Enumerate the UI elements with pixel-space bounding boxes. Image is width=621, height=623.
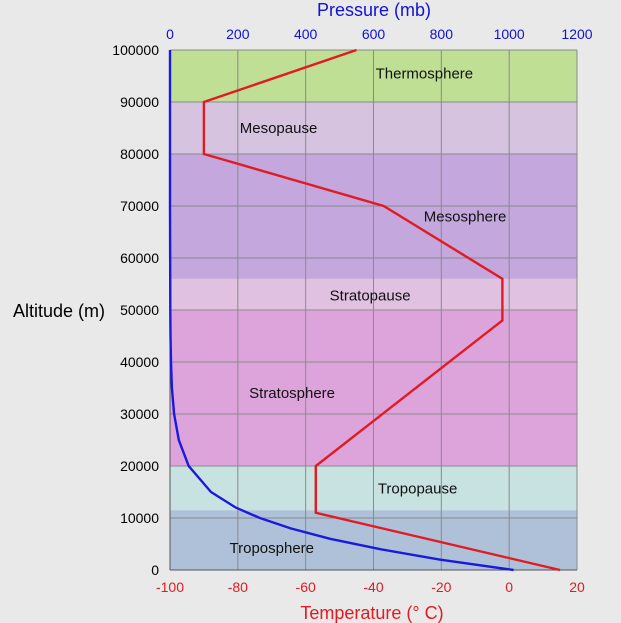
x-bottom-tick-label: -60 bbox=[296, 579, 316, 595]
x-bottom-tick-label: -40 bbox=[363, 579, 383, 595]
x-top-tick-label: 0 bbox=[166, 26, 174, 42]
top-axis-title: Pressure (mb) bbox=[317, 0, 431, 20]
band-label-mesosphere: Mesosphere bbox=[424, 208, 507, 225]
x-bottom-tick-label: -20 bbox=[431, 579, 451, 595]
x-top-tick-label: 1200 bbox=[561, 26, 592, 42]
x-bottom-tick-label: 0 bbox=[505, 579, 513, 595]
x-top-tick-label: 1000 bbox=[494, 26, 525, 42]
y-tick-label: 30000 bbox=[120, 406, 159, 422]
x-top-tick-label: 800 bbox=[430, 26, 454, 42]
x-top-tick-label: 600 bbox=[362, 26, 386, 42]
y-tick-label: 80000 bbox=[120, 146, 159, 162]
y-tick-label: 90000 bbox=[120, 94, 159, 110]
y-tick-label: 10000 bbox=[120, 510, 159, 526]
band-label-stratosphere: Stratosphere bbox=[249, 385, 335, 402]
y-tick-label: 60000 bbox=[120, 250, 159, 266]
y-tick-label: 100000 bbox=[112, 42, 159, 58]
temperature-line bbox=[202, 48, 561, 572]
layer-labels: Troposphere Tropopause Stratosphere Stratop… bbox=[230, 65, 507, 557]
band-label-thermosphere: Thermosphere bbox=[376, 65, 474, 82]
band-label-stratopause: Stratopause bbox=[330, 287, 411, 304]
band-label-tropopause: Tropopause bbox=[378, 480, 458, 497]
band-label-mesopause: Mesopause bbox=[240, 120, 318, 137]
tick-labels: 0100002000030000400005000060000700008000… bbox=[112, 26, 592, 595]
y-tick-label: 20000 bbox=[120, 458, 159, 474]
bottom-axis-title: Temperature (° C) bbox=[300, 603, 443, 623]
y-tick-label: 70000 bbox=[120, 198, 159, 214]
x-bottom-tick-label: -80 bbox=[228, 579, 248, 595]
y-tick-label: 50000 bbox=[120, 302, 159, 318]
x-top-tick-label: 200 bbox=[226, 26, 250, 42]
x-top-tick-label: 400 bbox=[294, 26, 318, 42]
y-tick-label: 40000 bbox=[120, 354, 159, 370]
band-label-troposphere: Troposphere bbox=[230, 540, 315, 557]
y-axis-title: Altitude (m) bbox=[13, 301, 105, 321]
x-bottom-tick-label: 20 bbox=[569, 579, 585, 595]
data-series bbox=[168, 48, 561, 572]
y-tick-label: 0 bbox=[151, 562, 159, 578]
pressure-line bbox=[168, 50, 514, 572]
x-bottom-tick-label: -100 bbox=[156, 579, 184, 595]
